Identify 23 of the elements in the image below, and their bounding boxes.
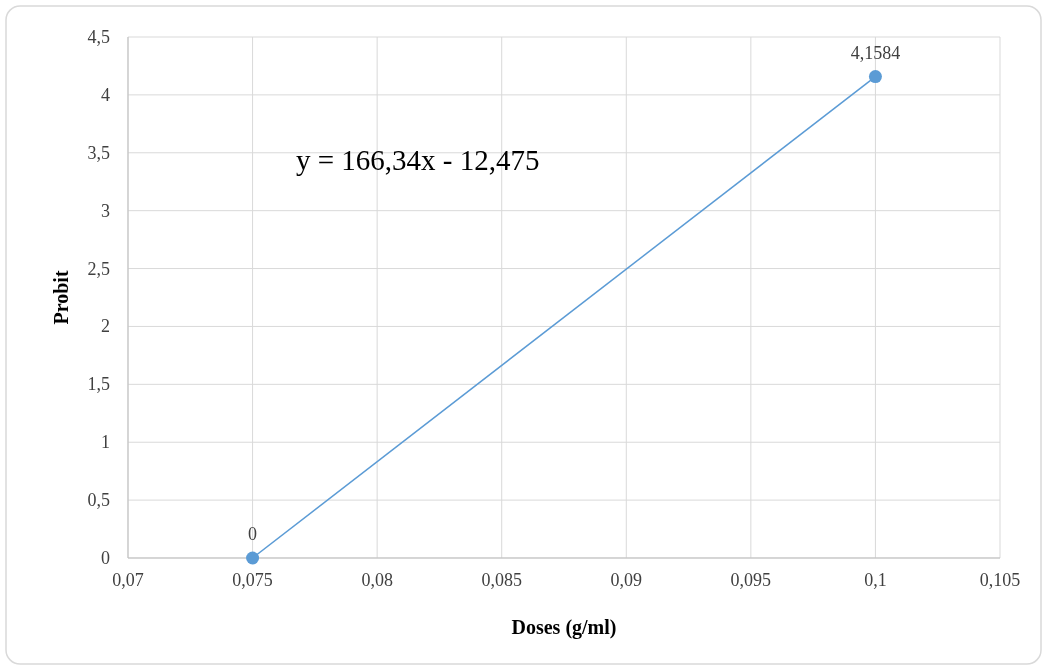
x-tick-label: 0,095 — [730, 570, 772, 590]
y-tick-label: 4,5 — [87, 27, 110, 47]
y-tick-label: 0,5 — [87, 490, 110, 511]
y-axis-title: Probit — [50, 270, 72, 325]
y-tick-label: 4 — [101, 84, 110, 105]
x-tick-label: 0,105 — [979, 570, 1021, 590]
x-tick-label: 0,085 — [481, 570, 522, 590]
y-tick-label: 3 — [101, 200, 110, 221]
data-label: 4,1584 — [850, 42, 901, 63]
data-label: 0 — [248, 524, 258, 544]
y-tick-label: 1,5 — [87, 374, 110, 395]
y-tick-label: 2 — [101, 316, 110, 337]
y-tick-label: 2,5 — [87, 258, 110, 279]
x-axis-title: Doses (g/ml) — [511, 616, 617, 639]
x-tick-label: 0,08 — [361, 570, 393, 590]
y-tick-label: 3,5 — [87, 142, 110, 163]
x-tick-label: 0,09 — [610, 570, 643, 590]
x-tick-label: 0,07 — [112, 570, 144, 590]
x-tick-label: 0,075 — [232, 570, 273, 590]
annotation: y = 166,34x - 12,475 — [296, 144, 540, 176]
x-tick-label: 0,1 — [864, 570, 887, 590]
y-tick-label: 0 — [101, 548, 110, 568]
y-tick-label: 1 — [101, 432, 110, 453]
